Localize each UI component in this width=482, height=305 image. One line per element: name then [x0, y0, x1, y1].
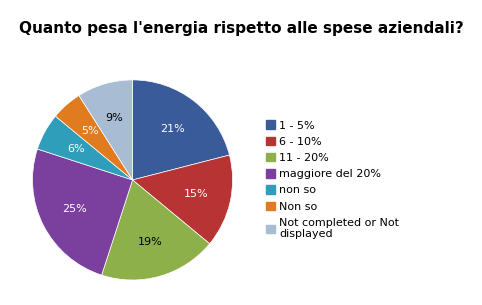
Wedge shape [102, 180, 210, 280]
Wedge shape [133, 155, 233, 244]
Wedge shape [38, 116, 133, 180]
Text: 19%: 19% [138, 237, 163, 247]
Text: 9%: 9% [106, 113, 123, 123]
Wedge shape [55, 95, 133, 180]
Wedge shape [32, 149, 133, 275]
Wedge shape [133, 80, 229, 180]
Text: 25%: 25% [62, 204, 87, 214]
Legend: 1 - 5%, 6 - 10%, 11 - 20%, maggiore del 20%, non so, Non so, Not completed or No: 1 - 5%, 6 - 10%, 11 - 20%, maggiore del … [266, 120, 399, 239]
Text: Quanto pesa l'energia rispetto alle spese aziendali?: Quanto pesa l'energia rispetto alle spes… [19, 21, 463, 36]
Text: 5%: 5% [81, 126, 98, 136]
Text: 6%: 6% [67, 144, 84, 154]
Wedge shape [79, 80, 133, 180]
Text: 21%: 21% [160, 124, 185, 134]
Text: 15%: 15% [184, 189, 208, 199]
